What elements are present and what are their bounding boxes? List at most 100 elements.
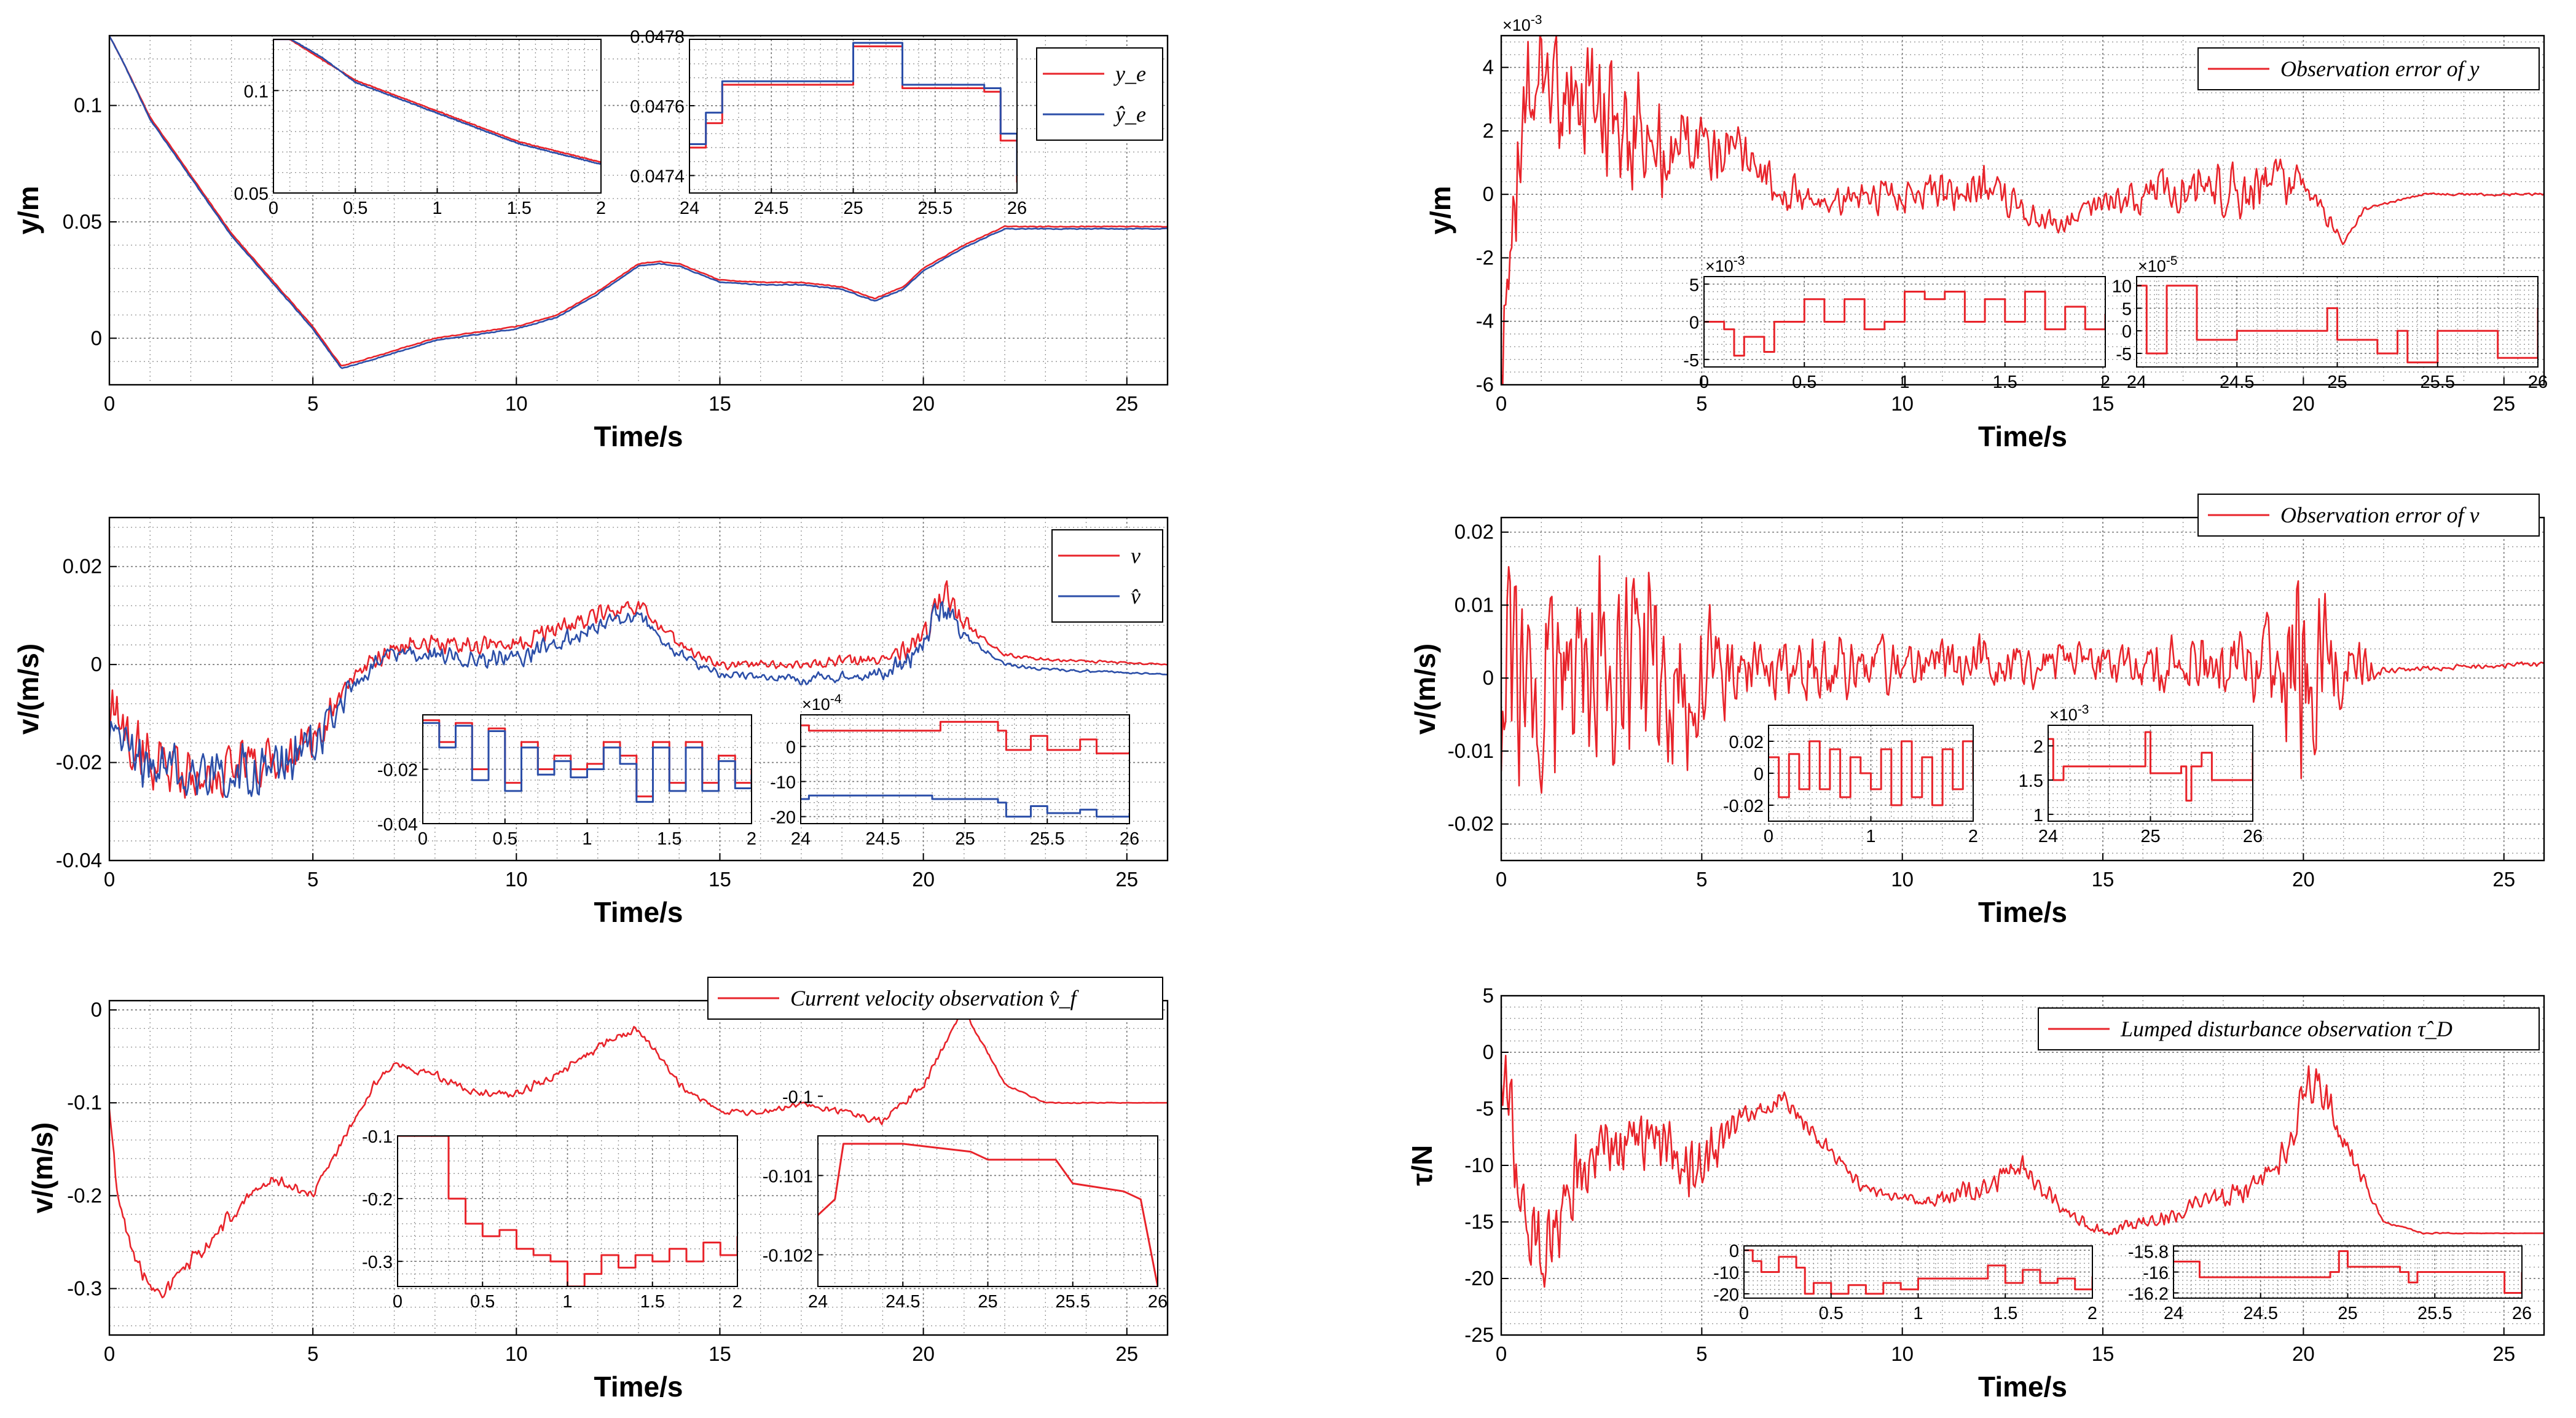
inset-plot-1: 0 0.5 1 1.5 2 -20 -10 0 — [1713, 1242, 2097, 1323]
y-tick-label: 10 — [2112, 277, 2132, 297]
series-group — [273, 39, 601, 165]
x-tick-label: 1 — [582, 829, 592, 849]
y-tick-label: -0.3 — [362, 1253, 393, 1272]
series-line-blue — [801, 794, 1129, 818]
y-tick-label: 0.0474 — [630, 167, 685, 187]
y-tick-label: 2 — [2033, 737, 2043, 757]
x-tick-label: 0 — [1496, 1342, 1507, 1365]
x-tick-label: 26 — [2528, 372, 2548, 392]
y-tick-label: 5 — [2122, 299, 2132, 319]
y-tick-label: 0 — [91, 326, 102, 349]
series-group — [1704, 291, 2105, 357]
series-line-red — [2174, 1250, 2522, 1294]
legend-label: v̂ — [1131, 584, 1141, 609]
x-tick-label: 24.5 — [866, 829, 900, 849]
y-tick-label: 0 — [786, 738, 796, 757]
x-tick-label: 0 — [393, 1292, 402, 1312]
y-axis-label: v/(m/s) — [12, 644, 44, 735]
series-group — [109, 1010, 1168, 1299]
x-tick-label: 15 — [2092, 868, 2115, 891]
y-tick-label: -0.04 — [56, 849, 102, 872]
x-tick-label: 5 — [1696, 1342, 1707, 1365]
y-tick-label: 0.1 — [244, 82, 269, 101]
x-tick-label: 26 — [2512, 1304, 2532, 1323]
y-tick-label: -0.1 — [782, 1088, 813, 1108]
x-tick-label: 2 — [2087, 1304, 2097, 1323]
chart-panel-3: 0 5 10 15 20 25-0.04-0.0200.02Time/sv/(m/s)vv… — [12, 516, 1169, 928]
x-tick-label: 25.5 — [1056, 1292, 1090, 1312]
y-tick-label: -0.101 — [763, 1167, 813, 1186]
x-tick-label: 1.5 — [657, 829, 681, 849]
y-tick-label: -10 — [1713, 1264, 1739, 1283]
y-tick-label: 0.05 — [234, 184, 269, 204]
x-tick-label: 0 — [1699, 372, 1709, 392]
series-line-red — [1769, 740, 1973, 806]
legend-label: ŷ_e — [1113, 102, 1146, 127]
x-tick-label: 24 — [791, 829, 811, 849]
series-group — [818, 1143, 1158, 1286]
series-line-red — [1501, 1055, 2544, 1288]
y-tick-label: -0.04 — [377, 815, 418, 835]
series-line-red — [109, 1010, 1168, 1299]
y-tick-label: -6 — [1476, 373, 1494, 396]
x-tick-label: 24 — [2038, 827, 2058, 846]
x-tick-label: 26 — [1148, 1292, 1168, 1312]
series-line-red — [273, 39, 601, 163]
legend: y_e ŷ_e — [1036, 47, 1163, 141]
legend-box — [707, 977, 1163, 1020]
x-tick-label: 2 — [2100, 372, 2110, 392]
x-tick-label: 24.5 — [2220, 372, 2254, 392]
x-tick-label: 25.5 — [1030, 829, 1064, 849]
series-group — [423, 719, 752, 803]
plot-frame — [1500, 516, 2545, 862]
chart-panel-4: 0 5 10 15 20 25-0.02-0.0100.010.02Time/sv/(m/… — [1409, 494, 2545, 928]
x-tick-label: 25 — [1115, 868, 1138, 891]
y-axis-label: y/m — [12, 186, 44, 234]
grid — [801, 715, 1129, 824]
x-tick-label: 24 — [2164, 1304, 2183, 1323]
y-tick-label: 4 — [1483, 56, 1494, 79]
x-tick-label: 1.5 — [640, 1292, 665, 1312]
x-tick-label: 0 — [1496, 868, 1507, 891]
x-tick-label: 25 — [955, 829, 975, 849]
y-tick-label: 0 — [1754, 765, 1764, 784]
plot-frame — [1500, 34, 2545, 386]
inset-plot-2: 24 24.5 25 25.5 26 -0.102 -0.101 -0.1 — [763, 1088, 1168, 1312]
y-tick-label: -5 — [1683, 351, 1699, 371]
inset-plot-2: 24 24.5 25 25.5 26 0.0474 0.0476 0.0478 — [630, 27, 1027, 218]
x-tick-label: 15 — [2092, 392, 2115, 415]
axis-multiplier: ×10-3 — [1502, 13, 1542, 35]
x-tick-label: 25 — [2492, 1342, 2515, 1365]
x-tick-label: 1 — [1866, 827, 1875, 846]
x-tick-label: 20 — [2292, 868, 2315, 891]
grid — [818, 1136, 1158, 1286]
legend: Observation error of v — [2197, 494, 2540, 537]
y-tick-label: 0 — [1483, 183, 1494, 205]
chart-panel-2: 0 5 10 15 20 25-6-4-2024×10-3Time/sy/mObserva… — [1424, 13, 2548, 453]
x-axis-label: Time/s — [594, 896, 683, 928]
x-tick-label: 10 — [1891, 1342, 1914, 1365]
y-axis-label: τ/N — [1406, 1145, 1438, 1186]
x-tick-label: 5 — [307, 392, 318, 415]
x-tick-label: 25 — [2327, 372, 2347, 392]
x-tick-label: 15 — [709, 868, 731, 891]
y-tick-label: -25 — [1464, 1323, 1494, 1346]
chart-panel-6: 0 5 10 15 20 25-25-20-15-10-505Time/sτ/NLumpe… — [1406, 984, 2545, 1403]
y-tick-label: 0 — [91, 998, 102, 1021]
series-line-blue — [109, 601, 1168, 798]
x-tick-label: 24 — [2127, 372, 2146, 392]
x-tick-label: 25 — [843, 199, 863, 218]
series-line-red — [818, 1143, 1158, 1286]
x-axis-label: Time/s — [1978, 420, 2067, 452]
x-tick-label: 25 — [2338, 1304, 2357, 1323]
x-tick-label: 1.5 — [1993, 372, 2017, 392]
x-tick-label: 20 — [2292, 392, 2315, 415]
y-tick-label: -0.102 — [763, 1246, 813, 1266]
y-tick-label: 0 — [1729, 1242, 1739, 1261]
x-tick-label: 0.5 — [1819, 1304, 1844, 1323]
y-tick-label: -4 — [1476, 310, 1494, 333]
x-tick-label: 2 — [596, 199, 606, 218]
